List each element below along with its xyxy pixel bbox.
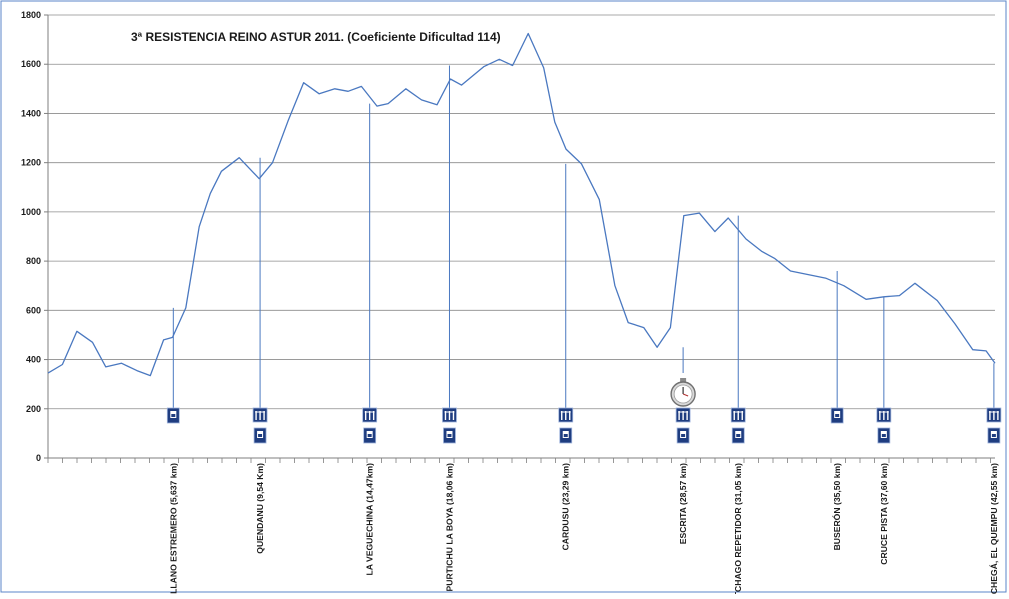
checkpoint-marker [830,407,844,424]
y-tick-label: 1000 [21,207,41,217]
checkpoint-labels: LLANO ESTREMERO (5,637 km) QUENDANU (9,54… [168,463,999,599]
y-tick-label: 0 [36,453,41,463]
stopwatch-icon-hand [682,393,689,397]
water-icon-fill [736,434,741,437]
checkpoint-marker [670,378,696,444]
y-tick-label: 1600 [21,59,41,69]
y-tick-label: 1200 [21,158,41,168]
water-icon-fill [447,434,452,437]
checkpoint-label: CARDUSU (23,29 km) [561,463,571,551]
y-tick-label: 200 [26,404,41,414]
checkpoint-marker [362,407,378,444]
water-icon-fill [835,414,840,417]
checkpoint-label: TCHEGÁ, EL QUEMPU (42,55 km) [989,463,999,594]
checkpoint-label: TCHAGO REPETIDOR (31,05 km) [733,463,743,594]
grid-lines [48,14,995,410]
water-icon-fill [258,434,263,437]
elevation-line [47,32,996,377]
checkpoint-label: CRUCE PISTA (37,60 km) [879,463,889,565]
checkpoint-marker [252,407,268,444]
y-axis-ticks: 0 200 400 600 800 1000 1200 1400 1600 1800 [21,10,48,463]
checkpoint-marker [986,407,1002,444]
checkpoint-label: ESCRITA (28,57 km) [678,463,688,544]
checkpoint-label: LA VEGUECHINA (14,47km) [365,463,375,576]
checkpoint-marker [730,407,746,444]
water-icon-fill [881,434,886,437]
checkpoint-label: BUSERÓN (35,50 km) [831,463,842,551]
checkpoint-marker [876,407,892,444]
checkpoint-label: QUENDANU (9,54 Km) [255,463,265,554]
checkpoint-label: PURTICHU LA BOYA (18,06 km) [445,463,455,592]
checkpoint-marker [442,407,457,444]
checkpoint-droplines [172,65,995,408]
water-icon-fill [991,434,996,437]
water-icon-fill [171,414,176,417]
water-icon-fill [681,434,686,437]
checkpoint-label: LLANO ESTREMERO (5,637 km) [168,463,178,594]
checkpoint-marker [166,407,180,424]
checkpoint-icons [166,378,1002,444]
y-tick-label: 600 [26,305,41,315]
checkpoint-marker [558,407,574,444]
water-icon-fill [367,434,372,437]
chart-title: 3ª RESISTENCIA REINO ASTUR 2011. (Coefic… [131,30,501,44]
y-tick-label: 400 [26,355,41,365]
stopwatch-icon-crown [680,378,687,382]
water-icon-fill [563,434,568,437]
y-tick-label: 1800 [21,10,41,20]
y-tick-label: 1400 [21,108,41,118]
x-axis-ticks [47,458,991,463]
y-tick-label: 800 [26,256,41,266]
axes [47,15,995,459]
